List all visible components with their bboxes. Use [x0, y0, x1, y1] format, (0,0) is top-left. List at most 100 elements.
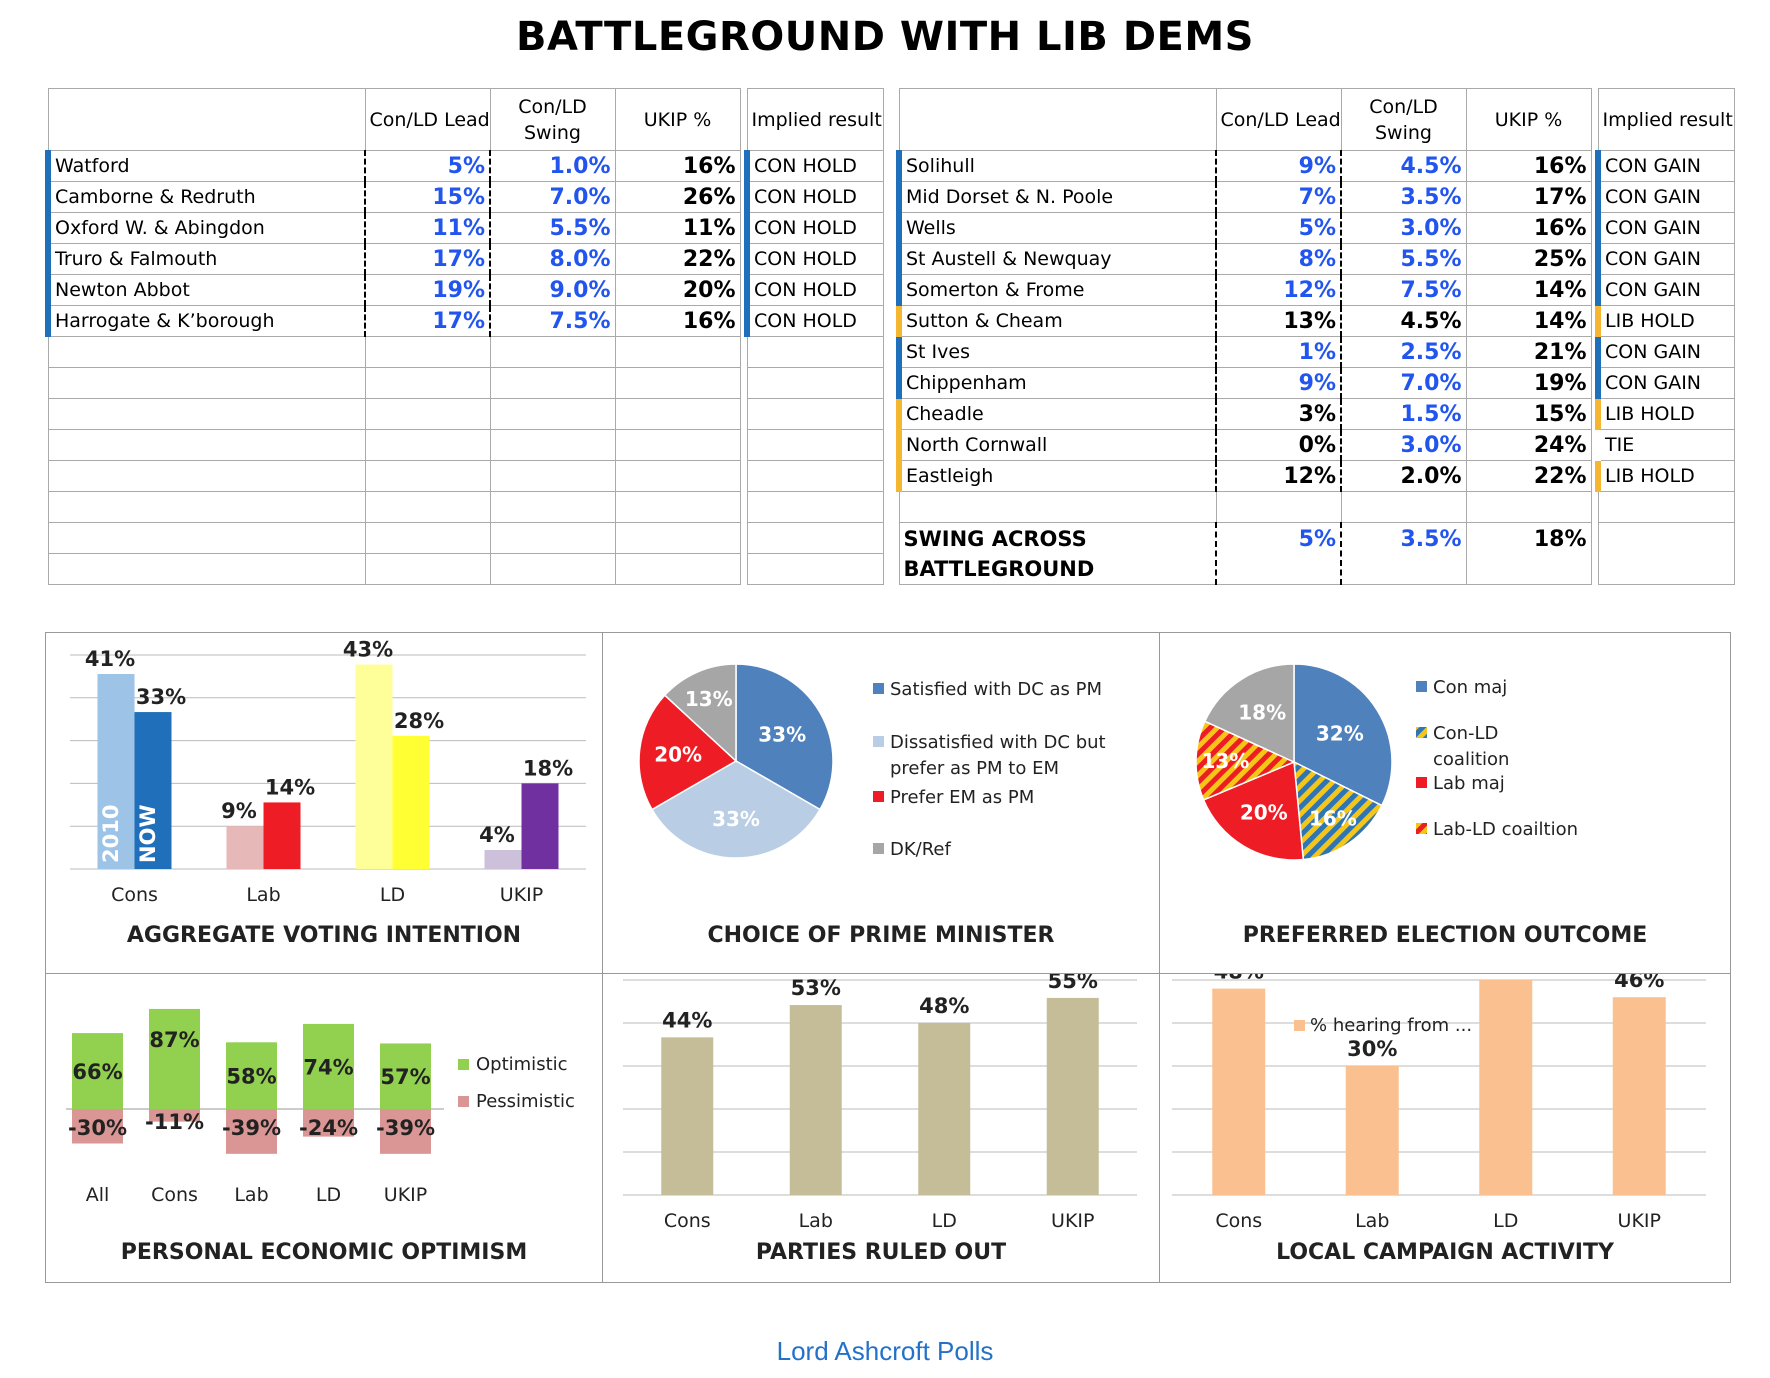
swing-value: 3.0%: [1340, 212, 1467, 244]
bar-2010-ukip: [484, 849, 522, 869]
empty-row: [47, 491, 884, 523]
result-value: TIE: [1598, 429, 1735, 461]
result-value: CON HOLD: [744, 181, 884, 213]
ukip-value: 16%: [614, 305, 741, 337]
gap-cell: [1590, 522, 1599, 585]
empty-cell: [489, 460, 616, 492]
legend-swatch: [873, 683, 884, 694]
legend-swatch: [458, 1096, 469, 1107]
table-row: St Austell & Newquay 8% 5.5% 25% CON GAIN: [896, 243, 1735, 275]
legend-label: Optimistic: [476, 1054, 568, 1075]
ukip-value: 22%: [1465, 460, 1592, 492]
data-label: 28%: [394, 709, 444, 733]
lead-value: 5%: [1215, 212, 1342, 244]
swing-value: 7.0%: [489, 181, 616, 213]
constituency-name: Chippenham: [896, 367, 1217, 399]
empty-cell: [47, 429, 366, 461]
table-row: Eastleigh 12% 2.0% 22% LIB HOLD: [896, 460, 1735, 492]
panel-parties-ruled-out: 44% Cons 53% Lab 48% LD 55% UKIP PARTIES RULED …: [602, 973, 1160, 1283]
lead-value: 7%: [1215, 181, 1342, 213]
lead-value: 11%: [364, 212, 491, 244]
legend-label: Pessimistic: [476, 1091, 575, 1112]
swing-value: 3.0%: [1340, 429, 1467, 461]
gap-cell: [739, 274, 748, 306]
ukip-value: 26%: [614, 181, 741, 213]
bar-ukip: [1046, 997, 1099, 1195]
empty-cell: [47, 460, 366, 492]
legend-swatch: [873, 843, 884, 854]
x-tick-label: Cons: [111, 884, 158, 906]
gap-cell: [739, 305, 748, 337]
legend-swatch: [873, 791, 884, 802]
bar-2010-ld: [355, 664, 393, 869]
result-value: CON HOLD: [744, 305, 884, 337]
ukip-value: 14%: [1465, 274, 1592, 306]
panel-choice-pm: 33% 33% 20% 13% Satisfied with DC as PM Dissa…: [602, 632, 1160, 974]
constituency-name: North Cornwall: [896, 429, 1217, 461]
bar-ld: [918, 1023, 971, 1195]
constituency-name: Cheadle: [896, 398, 1217, 430]
ukip-value: 16%: [1465, 212, 1592, 244]
gap-cell: [739, 398, 748, 430]
constituency-name: Watford: [45, 150, 366, 182]
empty-row: [47, 553, 884, 585]
empty-cell: [489, 522, 616, 554]
bar-pessimistic-cons: [149, 1109, 200, 1122]
x-tick-label: Lab: [1355, 1210, 1389, 1232]
swing-value: 7.5%: [489, 305, 616, 337]
ukip-value: 15%: [1465, 398, 1592, 430]
swing-value: 2.5%: [1340, 336, 1467, 368]
slice-label: 32%: [1316, 722, 1364, 746]
bar-lab: [789, 1005, 842, 1195]
constituency-name: Camborne & Redruth: [45, 181, 366, 213]
empty-cell: [489, 429, 616, 461]
gap-cell: [739, 460, 748, 492]
gap-cell: [739, 553, 748, 585]
result-value: CON GAIN: [1595, 367, 1735, 399]
empty-cell: [1597, 491, 1735, 523]
header-ukip: UKIP %: [1465, 88, 1592, 151]
lead-value: 8%: [1215, 243, 1342, 275]
bar-optimistic-ukip: [380, 1043, 431, 1109]
outcome-slice: [1293, 663, 1393, 807]
data-label: 18%: [523, 756, 573, 780]
empty-cell: [1340, 491, 1467, 523]
data-label: -39%: [222, 1116, 281, 1140]
bar-now-lab: [263, 802, 301, 869]
empty-cell: [746, 553, 884, 585]
bar-ukip: [1612, 997, 1666, 1195]
constituency-name: Solihull: [896, 150, 1217, 182]
data-label: 30%: [1347, 1037, 1397, 1061]
header-lead: Con/LD Lead: [1215, 88, 1342, 151]
gap-cell: [739, 181, 748, 213]
swing-label: SWING ACROSS BATTLEGROUND: [898, 522, 1217, 585]
table-row: Cheadle 3% 1.5% 15% LIB HOLD: [896, 398, 1735, 430]
table-row: Harrogate & K’borough 17% 7.5% 16% CON HOLD: [45, 305, 884, 337]
ukip-value: 21%: [1465, 336, 1592, 368]
empty-cell: [364, 429, 491, 461]
series-label-now: NOW: [136, 804, 160, 863]
bar-pessimistic-ld: [303, 1109, 354, 1137]
result-value: CON GAIN: [1595, 181, 1735, 213]
table-row: Somerton & Frome 12% 7.5% 14% CON GAIN: [896, 274, 1735, 306]
legend-swatch: [1416, 681, 1427, 692]
bar-pessimistic-lab: [226, 1109, 277, 1154]
x-tick-label: LD: [1493, 1210, 1518, 1232]
empty-cell: [364, 367, 491, 399]
gap-cell: [739, 150, 748, 182]
gap-cell: [1590, 336, 1599, 368]
gap-cell: [739, 367, 748, 399]
table-row: Newton Abbot 19% 9.0% 20% CON HOLD: [45, 274, 884, 306]
constituency-name: St Ives: [896, 336, 1217, 368]
x-tick-label: LD: [380, 884, 405, 906]
swing-value: 2.0%: [1340, 460, 1467, 492]
empty-cell: [614, 522, 741, 554]
x-tick-label: UKIP: [1618, 1210, 1661, 1232]
lead-value: 0%: [1215, 429, 1342, 461]
empty-cell: [47, 367, 366, 399]
bar-pessimistic-all: [72, 1109, 123, 1144]
legend-label: Prefer EM as PM: [890, 787, 1034, 808]
legend-label: Satisfied with DC as PM: [890, 679, 1102, 700]
footer-credit[interactable]: Lord Ashcroft Polls: [776, 1336, 994, 1366]
data-label: 33%: [136, 685, 186, 709]
